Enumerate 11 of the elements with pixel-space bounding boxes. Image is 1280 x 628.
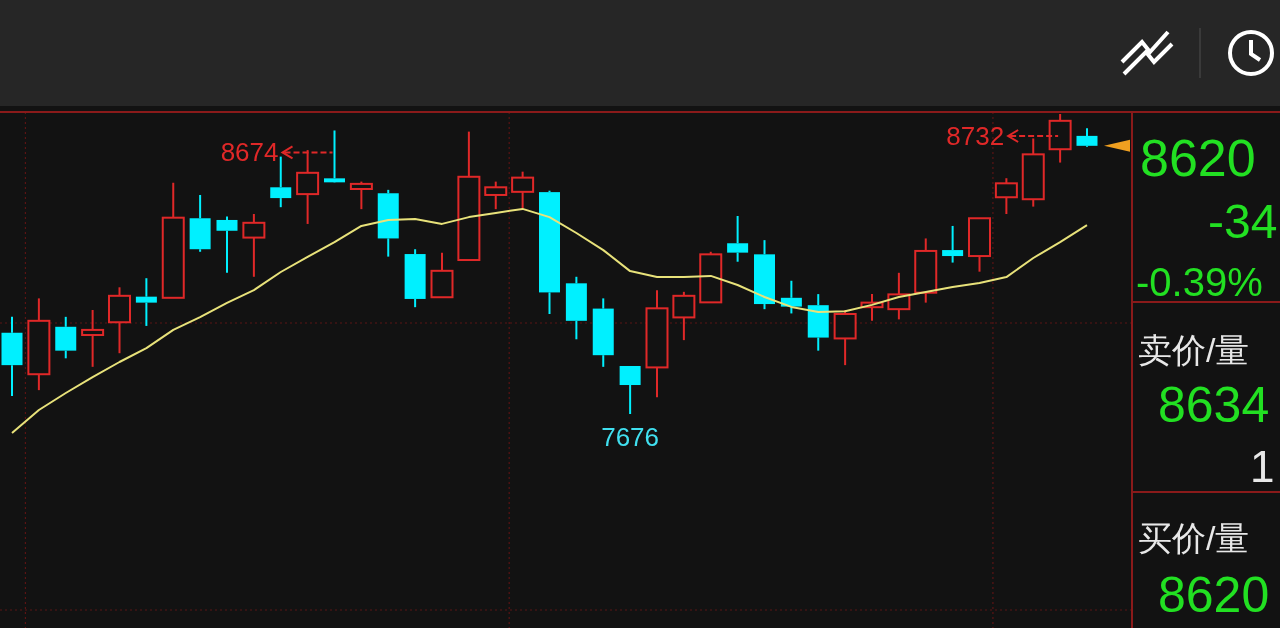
text: -0.39%: [1136, 260, 1263, 304]
text: 8634: [1158, 377, 1270, 433]
annotation: 8732: [946, 121, 1005, 151]
text: -34: [1208, 195, 1278, 248]
text: 买价/量: [1138, 519, 1250, 557]
annotation: 8674: [220, 137, 279, 168]
text: 1: [1250, 442, 1275, 491]
text: 8620: [1140, 129, 1256, 187]
text: 卖价/量: [1138, 331, 1250, 369]
text: 8620: [1158, 567, 1270, 623]
text: 7676: [601, 422, 660, 452]
